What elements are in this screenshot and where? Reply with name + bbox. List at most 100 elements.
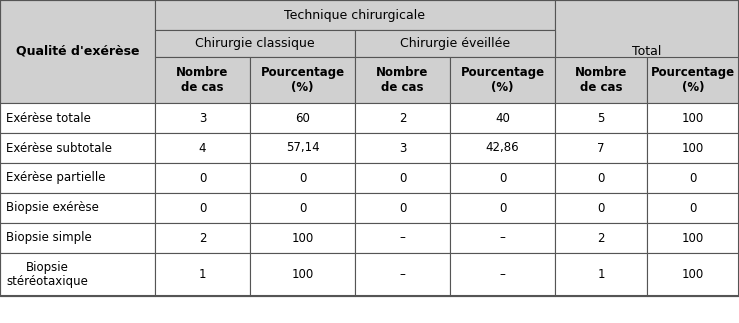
Bar (0, 103, 155, 133)
Text: 60: 60 (295, 111, 310, 124)
Bar (155, 163, 250, 193)
Text: Chirurgie classique: Chirurgie classique (195, 37, 315, 50)
Bar (355, 133, 450, 163)
Text: 2: 2 (199, 232, 206, 245)
Bar (555, 57, 647, 103)
Text: 4: 4 (199, 141, 206, 154)
Bar (355, 163, 450, 193)
Text: Biopsie simple: Biopsie simple (6, 232, 92, 245)
Bar (0, 163, 155, 193)
Text: Exérèse subtotale: Exérèse subtotale (6, 141, 112, 154)
Bar (0, 0, 155, 103)
Bar (647, 133, 739, 163)
Text: 0: 0 (689, 172, 697, 184)
Text: Biopsie exérèse: Biopsie exérèse (6, 202, 99, 214)
Text: 2: 2 (597, 232, 605, 245)
Bar (450, 103, 555, 133)
Bar (355, 253, 450, 296)
Bar (647, 103, 739, 133)
Text: –: – (400, 232, 406, 245)
Bar (647, 193, 739, 223)
Text: 1: 1 (199, 268, 206, 281)
Bar (250, 133, 355, 163)
Text: 2: 2 (399, 111, 406, 124)
Text: 0: 0 (299, 202, 306, 214)
Bar (250, 103, 355, 133)
Bar (555, 103, 647, 133)
Bar (0, 133, 155, 163)
Text: 100: 100 (682, 268, 704, 281)
Text: 0: 0 (299, 172, 306, 184)
Text: 7: 7 (597, 141, 605, 154)
Text: 0: 0 (199, 202, 206, 214)
Text: Nombre
de cas: Nombre de cas (575, 66, 627, 94)
Bar (555, 133, 647, 163)
Text: 3: 3 (399, 141, 406, 154)
Text: Qualité d'exérèse: Qualité d'exérèse (16, 45, 139, 58)
Bar (450, 253, 555, 296)
Bar (0, 193, 155, 223)
Bar (355, 57, 450, 103)
Text: 0: 0 (399, 172, 406, 184)
Text: Pourcentage
(%): Pourcentage (%) (651, 66, 735, 94)
Text: 0: 0 (597, 202, 605, 214)
Bar (250, 253, 355, 296)
Bar (450, 223, 555, 253)
Text: 0: 0 (499, 172, 506, 184)
Bar (250, 163, 355, 193)
Bar (450, 163, 555, 193)
Bar (250, 223, 355, 253)
Text: 100: 100 (291, 232, 313, 245)
Text: 100: 100 (682, 232, 704, 245)
Bar (250, 193, 355, 223)
Bar (155, 103, 250, 133)
Bar (555, 253, 647, 296)
Bar (355, 30, 555, 57)
Bar (647, 163, 739, 193)
Text: Chirurgie éveillée: Chirurgie éveillée (400, 37, 510, 50)
Text: –: – (400, 268, 406, 281)
Bar (355, 193, 450, 223)
Bar (155, 57, 250, 103)
Bar (450, 193, 555, 223)
Bar (647, 223, 739, 253)
Text: Exérèse totale: Exérèse totale (6, 111, 91, 124)
Text: Pourcentage
(%): Pourcentage (%) (260, 66, 344, 94)
Text: 100: 100 (682, 141, 704, 154)
Text: 5: 5 (597, 111, 605, 124)
Text: 0: 0 (199, 172, 206, 184)
Bar (155, 133, 250, 163)
Text: –: – (500, 268, 505, 281)
Text: 100: 100 (291, 268, 313, 281)
Text: Exérèse partielle: Exérèse partielle (6, 172, 106, 184)
Text: Nombre
de cas: Nombre de cas (376, 66, 429, 94)
Text: 0: 0 (597, 172, 605, 184)
Text: Nombre
de cas: Nombre de cas (177, 66, 228, 94)
Bar (647, 253, 739, 296)
Text: 0: 0 (399, 202, 406, 214)
Bar (450, 133, 555, 163)
Text: 42,86: 42,86 (486, 141, 520, 154)
Bar (155, 30, 355, 57)
Bar (555, 163, 647, 193)
Text: Total: Total (633, 45, 661, 58)
Bar (555, 0, 739, 103)
Text: Biopsie
stéréotaxique: Biopsie stéréotaxique (6, 261, 88, 288)
Bar (155, 223, 250, 253)
Bar (355, 223, 450, 253)
Text: 1: 1 (597, 268, 605, 281)
Text: 57,14: 57,14 (286, 141, 319, 154)
Text: 100: 100 (682, 111, 704, 124)
Bar (555, 193, 647, 223)
Text: 0: 0 (499, 202, 506, 214)
Bar (155, 0, 555, 30)
Bar (250, 57, 355, 103)
Bar (647, 57, 739, 103)
Text: –: – (500, 232, 505, 245)
Text: 0: 0 (689, 202, 697, 214)
Text: 40: 40 (495, 111, 510, 124)
Text: Pourcentage
(%): Pourcentage (%) (460, 66, 545, 94)
Text: Technique chirurgicale: Technique chirurgicale (285, 8, 426, 22)
Bar (155, 193, 250, 223)
Bar (355, 103, 450, 133)
